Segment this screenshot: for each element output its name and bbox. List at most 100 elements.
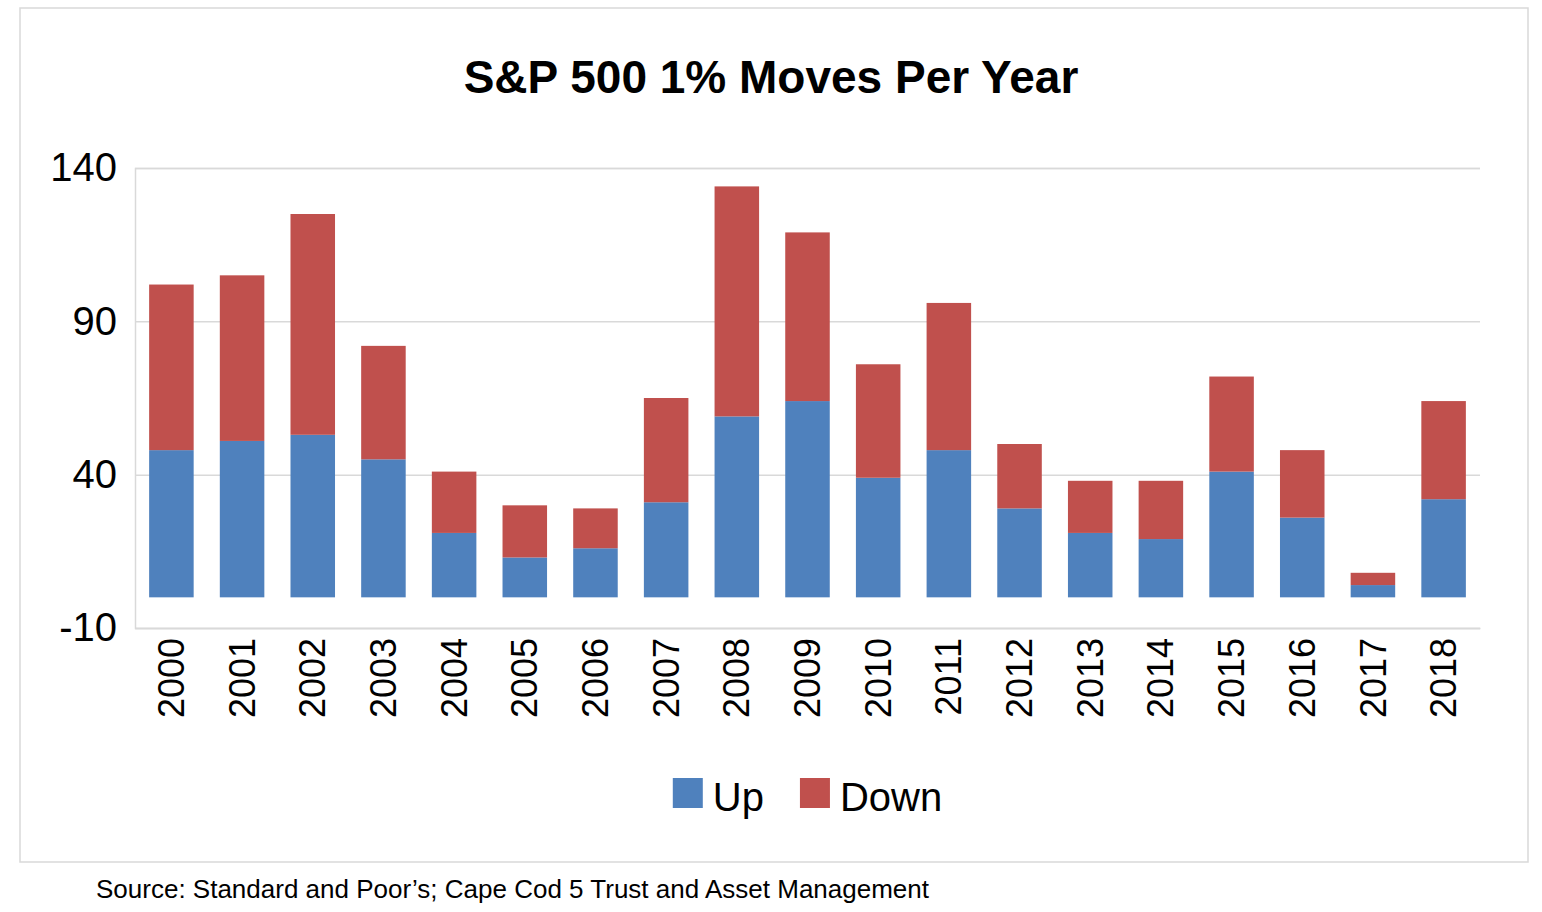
grid-line bbox=[135, 168, 1480, 170]
bar bbox=[785, 401, 830, 597]
bar bbox=[1421, 499, 1466, 597]
x-tick-label: 2000 bbox=[151, 638, 192, 718]
x-tick-label: 2018 bbox=[1423, 638, 1464, 718]
bar bbox=[1280, 450, 1325, 517]
bar bbox=[1209, 472, 1254, 598]
y-axis-line bbox=[136, 169, 1481, 629]
x-tick-label: 2013 bbox=[1070, 638, 1111, 718]
x-tick-label: 2008 bbox=[716, 638, 757, 718]
legend-swatch bbox=[673, 778, 703, 808]
y-tick-label: 90 bbox=[73, 299, 118, 343]
x-tick: 2016 bbox=[1282, 628, 1323, 718]
bar bbox=[220, 275, 265, 441]
chart-frame bbox=[20, 8, 1528, 862]
x-tick-label: 2001 bbox=[222, 638, 263, 718]
y-tick: 40 bbox=[73, 452, 1481, 496]
x-tick: 2007 bbox=[646, 628, 687, 718]
bar bbox=[361, 346, 406, 459]
x-tick-label: 2014 bbox=[1140, 638, 1181, 718]
x-tick: 2012 bbox=[999, 628, 1040, 718]
legend-item: Down bbox=[800, 775, 942, 819]
x-tick-label: 2017 bbox=[1353, 638, 1394, 718]
bar bbox=[149, 285, 194, 451]
x-tick-label: 2004 bbox=[434, 638, 475, 718]
legend-label: Up bbox=[713, 775, 764, 819]
bar bbox=[997, 508, 1042, 597]
bar bbox=[503, 557, 548, 597]
x-tick-label: 2009 bbox=[787, 638, 828, 718]
x-tick-label: 2012 bbox=[999, 638, 1040, 718]
x-tick: 2017 bbox=[1353, 628, 1394, 718]
legend-label: Down bbox=[840, 775, 942, 819]
bar bbox=[715, 186, 760, 416]
x-tick: 2014 bbox=[1140, 628, 1181, 718]
bar bbox=[927, 303, 972, 450]
bar bbox=[1280, 518, 1325, 598]
x-tick: 2015 bbox=[1211, 628, 1252, 718]
series-0 bbox=[149, 401, 1466, 597]
bar bbox=[1421, 401, 1466, 499]
series-1 bbox=[149, 186, 1466, 585]
bar bbox=[1351, 573, 1396, 585]
x-tick-label: 2006 bbox=[575, 638, 616, 718]
bar bbox=[573, 508, 618, 548]
source-note: Source: Standard and Poor’s; Cape Cod 5 … bbox=[96, 874, 930, 904]
x-tick: 2005 bbox=[504, 628, 545, 718]
y-axis: -10 40 90 140 bbox=[50, 145, 1480, 649]
y-tick-label: -10 bbox=[59, 605, 117, 649]
y-tick: 140 bbox=[50, 145, 1480, 189]
x-tick: 2008 bbox=[716, 628, 757, 718]
chart-title: S&P 500 1% Moves Per Year bbox=[464, 51, 1079, 103]
x-tick: 2018 bbox=[1423, 628, 1464, 718]
bar bbox=[573, 548, 618, 597]
x-tick: 2006 bbox=[575, 628, 616, 718]
x-axis: 2000 2001 2002 2003 2004 2005 2006 2007 2008 2009… bbox=[136, 628, 1481, 718]
x-tick-label: 2010 bbox=[858, 638, 899, 718]
bar bbox=[432, 472, 477, 533]
x-tick: 2003 bbox=[363, 628, 404, 718]
bar bbox=[1139, 539, 1184, 597]
x-tick: 2002 bbox=[292, 628, 333, 718]
bar bbox=[220, 441, 265, 597]
bar bbox=[644, 502, 689, 597]
y-tick: 90 bbox=[73, 299, 1481, 343]
x-tick-label: 2011 bbox=[928, 638, 969, 715]
x-tick: 2001 bbox=[222, 628, 263, 718]
x-tick: 2000 bbox=[151, 628, 192, 718]
x-tick: 2009 bbox=[787, 628, 828, 718]
legend-swatch bbox=[800, 778, 830, 808]
bar bbox=[785, 232, 830, 401]
x-tick: 2011 bbox=[928, 628, 969, 715]
bar bbox=[1068, 481, 1113, 533]
y-tick: -10 bbox=[59, 605, 1480, 649]
bar bbox=[1139, 481, 1184, 539]
bar bbox=[856, 364, 901, 477]
bar bbox=[1351, 585, 1396, 597]
x-tick-label: 2002 bbox=[292, 638, 333, 718]
bar bbox=[503, 505, 548, 557]
bar bbox=[644, 398, 689, 502]
bar bbox=[715, 416, 760, 597]
bar bbox=[1209, 377, 1254, 472]
x-tick: 2010 bbox=[858, 628, 899, 718]
legend: Up Down bbox=[673, 775, 942, 819]
y-tick-label: 40 bbox=[73, 452, 118, 496]
x-axis-line bbox=[136, 628, 1481, 630]
x-tick-label: 2003 bbox=[363, 638, 404, 718]
x-tick-label: 2007 bbox=[646, 638, 687, 718]
bar bbox=[927, 450, 972, 597]
bar bbox=[997, 444, 1042, 508]
bar bbox=[856, 478, 901, 598]
bar bbox=[1068, 533, 1113, 597]
x-tick-label: 2016 bbox=[1282, 638, 1323, 718]
legend-item: Up bbox=[673, 775, 764, 819]
grid-line bbox=[135, 628, 1480, 630]
x-tick-label: 2005 bbox=[504, 638, 545, 718]
bars bbox=[149, 186, 1466, 597]
x-tick-label: 2015 bbox=[1211, 638, 1252, 718]
x-tick: 2013 bbox=[1070, 628, 1111, 718]
bar bbox=[432, 533, 477, 597]
bar bbox=[361, 459, 406, 597]
y-tick-label: 140 bbox=[50, 145, 117, 189]
x-tick: 2004 bbox=[434, 628, 475, 718]
